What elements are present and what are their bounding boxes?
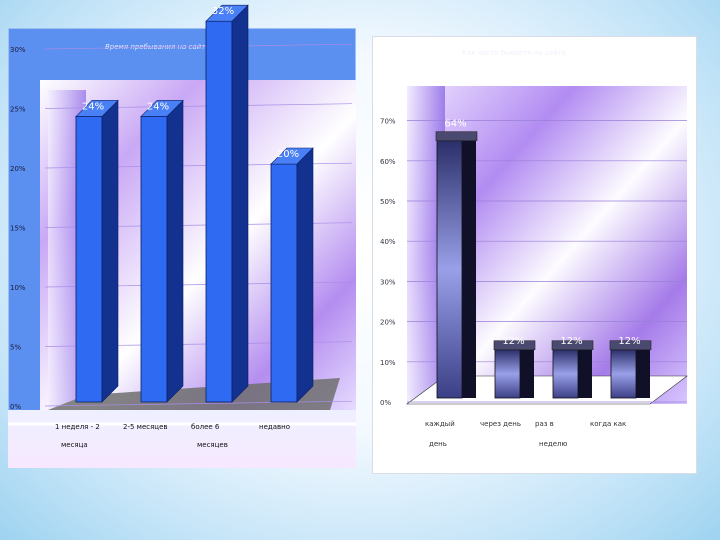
- right-bar-top: [609, 340, 652, 351]
- right-y-tick-label: 0%: [380, 399, 391, 407]
- right-bar-front: [552, 349, 579, 399]
- left-bar-top: [205, 4, 249, 22]
- right-bar-top: [435, 131, 478, 142]
- left-y-tick-label: 0%: [10, 403, 21, 411]
- left-gridline: [44, 43, 353, 50]
- right-bar-side: [578, 349, 592, 398]
- left-bar-side: [231, 4, 249, 403]
- left-bar-top: [140, 100, 184, 117]
- left-bar-side: [296, 147, 314, 403]
- right-x-tick-label: день: [429, 440, 447, 448]
- left-bar-side: [166, 99, 184, 403]
- right-y-tick-label: 40%: [380, 238, 396, 246]
- left-x-tick-label: месяца: [61, 441, 88, 449]
- left-bar-value-label: 32%: [212, 6, 234, 17]
- left-y-tick-label: 25%: [10, 106, 26, 114]
- left-x-tick-label: 1 неделя - 2: [55, 423, 100, 431]
- left-x-tick-label: недавно: [259, 423, 290, 431]
- left-y-tick-label: 20%: [10, 165, 26, 173]
- right-bar-value-label: 64%: [444, 119, 466, 130]
- right-bar-top: [551, 340, 594, 351]
- right-side-wall: [407, 86, 445, 404]
- left-bar-front: [270, 163, 298, 403]
- left-bar-value-label: 24%: [82, 101, 104, 112]
- left-y-tick-label: 15%: [10, 225, 26, 233]
- right-x-tick-label: каждый: [425, 420, 455, 428]
- right-bar-front: [494, 349, 521, 399]
- right-x-tick-label: неделю: [539, 440, 568, 448]
- right-bar-front: [436, 140, 463, 399]
- left-axis-band: [8, 410, 356, 468]
- right-y-tick-label: 70%: [380, 118, 396, 126]
- left-bar-front: [140, 116, 168, 403]
- right-y-tick-label: 20%: [380, 319, 396, 327]
- right-y-tick-label: 60%: [380, 158, 396, 166]
- right-y-tick-label: 50%: [380, 198, 396, 206]
- right-y-tick-label: 30%: [380, 278, 396, 286]
- right-x-tick-label: раз в: [535, 420, 554, 428]
- right-bar-value-label: 12%: [560, 336, 582, 347]
- left-bar-front: [75, 116, 103, 403]
- left-y-tick-label: 5%: [10, 344, 21, 352]
- right-y-tick-label: 10%: [380, 359, 396, 367]
- right-bar-side: [520, 349, 534, 398]
- left-bar-value-label: 24%: [147, 101, 169, 112]
- right-bar-front: [610, 349, 637, 399]
- left-bar-value-label: 20%: [277, 149, 299, 160]
- left-x-tick-label: месяцев: [197, 441, 228, 449]
- left-bar-side: [101, 99, 119, 403]
- right-bar-value-label: 12%: [502, 336, 524, 347]
- right-bar-side: [636, 349, 650, 398]
- left-y-tick-label: 10%: [10, 284, 26, 292]
- left-bar-front: [205, 20, 233, 403]
- left-floor: [48, 378, 340, 410]
- left-bar-top: [75, 100, 119, 117]
- left-y-tick-label: 30%: [10, 46, 26, 54]
- left-x-tick-label: более 6: [191, 423, 220, 431]
- right-chart-title: Как часто бываете на сайте: [462, 49, 566, 57]
- left-bar-top: [270, 147, 314, 165]
- right-bar-side: [462, 140, 476, 398]
- right-x-tick-label: через день: [480, 420, 521, 428]
- right-x-tick-label: когда как: [590, 420, 626, 428]
- right-bar-top: [493, 340, 536, 351]
- right-bar-value-label: 12%: [618, 336, 640, 347]
- left-x-tick-label: 2-5 месяцев: [123, 423, 168, 431]
- left-gridline: [44, 400, 353, 407]
